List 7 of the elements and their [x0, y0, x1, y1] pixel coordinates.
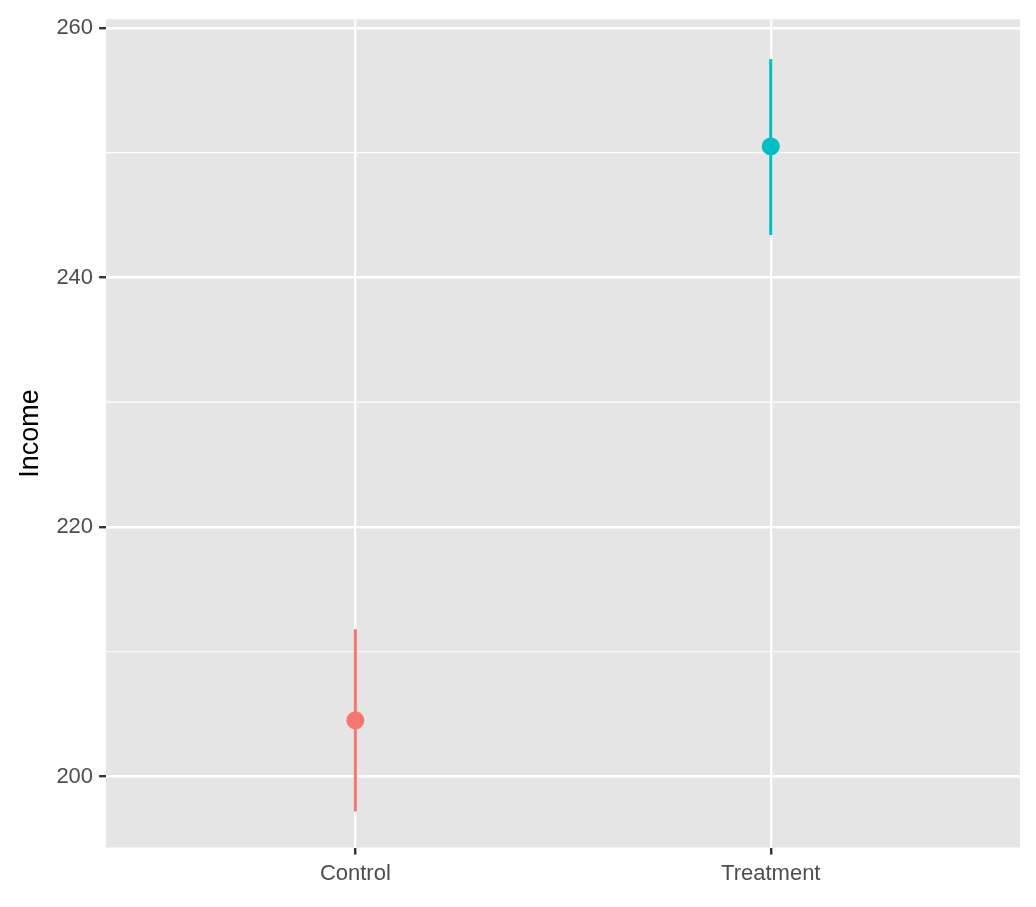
y-tick-label: 200 — [56, 762, 94, 788]
y-tick-label: 240 — [56, 263, 94, 289]
y-tick-label: 220 — [56, 513, 94, 539]
x-tick-label: Control — [319, 859, 391, 885]
y-tick-label: 260 — [56, 14, 94, 39]
x-tick-label: Treatment — [721, 859, 821, 885]
y-axis-title: Income — [13, 389, 44, 478]
